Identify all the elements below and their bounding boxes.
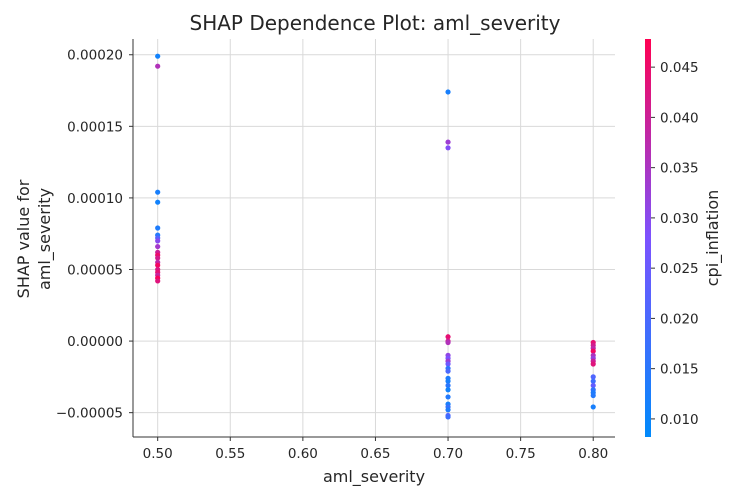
- x-tick-label: 0.75: [506, 446, 536, 462]
- colorbar-tick-label: 0.040: [660, 110, 699, 126]
- scatter-point: [155, 225, 161, 231]
- scatter-point: [445, 387, 451, 393]
- scatter-point: [155, 189, 161, 195]
- scatter-point: [590, 392, 596, 399]
- colorbar-tick-label: 0.020: [660, 311, 699, 327]
- colorbar-tick-label: 0.035: [660, 161, 699, 177]
- scatter-point: [445, 361, 451, 367]
- scatter-point: [155, 199, 161, 205]
- colorbar-label: cpi_inflation: [703, 190, 723, 287]
- scatter-point: [445, 368, 451, 374]
- y-tick-label: 0.00010: [67, 191, 123, 207]
- colorbar-tick-label: 0.045: [660, 60, 699, 76]
- scatter-point: [155, 262, 161, 268]
- scatter-point: [590, 348, 596, 354]
- x-tick-label: 0.60: [288, 446, 318, 462]
- scatter-point: [590, 378, 596, 384]
- colorbar-tick-label: 0.025: [660, 261, 699, 277]
- scatter-point: [155, 53, 161, 59]
- chart-title: SHAP Dependence Plot: aml_severity: [190, 11, 561, 35]
- y-tick-label: 0.00020: [67, 48, 123, 64]
- x-tick-label: 0.70: [433, 446, 463, 462]
- x-tick-label: 0.65: [360, 446, 390, 462]
- scatter-points: [155, 53, 596, 420]
- x-tick-label: 0.55: [215, 446, 245, 462]
- scatter-point: [590, 361, 596, 367]
- y-axis-label-line-2: aml_severity: [35, 188, 55, 290]
- scatter-point: [155, 255, 161, 261]
- x-tick-label: 0.50: [143, 446, 173, 462]
- y-tick-label: −0.00005: [56, 406, 123, 422]
- scatter-point: [445, 339, 451, 346]
- scatter-point: [590, 382, 596, 389]
- scatter-point: [445, 378, 451, 384]
- y-tick-label: 0.00005: [67, 262, 123, 278]
- scatter-point: [445, 394, 451, 400]
- scatter-point: [445, 334, 451, 340]
- x-tick-label: 0.80: [578, 446, 608, 462]
- y-axis-label: SHAP value for aml_severity: [14, 179, 55, 298]
- colorbar-tick-label: 0.010: [660, 412, 699, 428]
- scatter-point: [445, 145, 451, 151]
- grid-lines: [133, 39, 615, 437]
- x-axis-label: aml_severity: [323, 467, 425, 487]
- scatter-point: [155, 238, 161, 244]
- scatter-point: [445, 407, 451, 413]
- scatter-point: [445, 139, 451, 145]
- x-axis-ticks: 0.50 0.55 0.60 0.65 0.70 0.75 0.80: [143, 437, 608, 462]
- scatter-point: [445, 414, 451, 420]
- scatter-point: [590, 374, 596, 380]
- scatter-point: [445, 382, 451, 389]
- scatter-point: [445, 89, 451, 95]
- scatter-point: [155, 278, 161, 284]
- colorbar-tick-label: 0.015: [660, 362, 699, 378]
- y-axis-ticks: −0.00005 0.00000 0.00005 0.00010 0.00015 0.00…: [56, 48, 133, 422]
- y-axis-label-line-1: SHAP value for: [14, 179, 33, 298]
- colorbar-ticks: 0.010 0.015 0.020 0.025 0.030 0.035 0.040 0.045: [651, 60, 699, 428]
- colorbar-tick-label: 0.030: [660, 211, 699, 227]
- y-tick-label: 0.00015: [67, 119, 123, 135]
- scatter-point: [155, 63, 161, 69]
- scatter-point: [590, 404, 596, 410]
- y-tick-label: 0.00000: [67, 334, 123, 350]
- scatter-point: [155, 243, 161, 250]
- colorbar: [645, 39, 651, 437]
